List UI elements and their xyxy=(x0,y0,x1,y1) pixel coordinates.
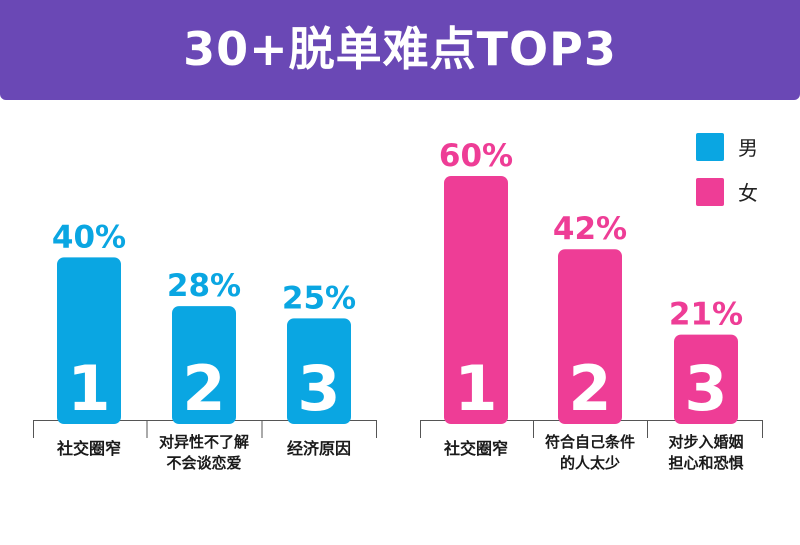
male-value-label-2: 28% xyxy=(167,268,241,304)
legend-label-female: 女 xyxy=(738,181,758,205)
female-value-label-2: 42% xyxy=(553,211,627,247)
female-category-label-3-line-1: 对步入婚姻 xyxy=(668,433,743,451)
female-rank-label-3: 3 xyxy=(684,352,727,425)
female-rank-label-1: 1 xyxy=(454,352,497,425)
male-rank-label-1: 1 xyxy=(67,352,110,425)
male-category-label-1: 社交圈窄 xyxy=(56,439,121,458)
female-bar-1 xyxy=(444,176,508,424)
female-bar-3 xyxy=(674,334,738,424)
male-rank-label-3: 3 xyxy=(297,352,340,425)
legend-swatch-female xyxy=(696,177,724,206)
male-bar-2 xyxy=(172,306,236,424)
male-value-label-3: 25% xyxy=(282,280,356,316)
legend-swatch-male xyxy=(696,132,724,161)
female-category-label-1: 社交圈窄 xyxy=(443,439,508,458)
female-value-label-3: 21% xyxy=(669,297,743,333)
female-category-label-3-line-2: 担心和恐惧 xyxy=(668,454,743,472)
male-category-label-2-line-1: 对异性不了解 xyxy=(159,433,249,451)
male-category-label-2-line-2: 不会谈恋爱 xyxy=(166,454,241,472)
male-bar-3 xyxy=(287,318,351,424)
male-value-label-1: 40% xyxy=(52,219,126,255)
male-bar-1 xyxy=(57,257,121,424)
male-category-label-3: 经济原因 xyxy=(287,439,351,458)
female-category-label-2-line-2: 的人太少 xyxy=(560,454,620,472)
title-banner: 30+脱单难点TOP3 xyxy=(0,0,800,100)
female-rank-label-2: 2 xyxy=(568,352,611,425)
female-value-label-1: 60% xyxy=(439,138,513,174)
legend-item-male: 男 xyxy=(696,132,758,161)
female-bar-2 xyxy=(558,249,622,424)
legend-item-female: 女 xyxy=(696,177,758,206)
legend-label-male: 男 xyxy=(738,136,758,160)
page-title: 30+脱单难点TOP3 xyxy=(183,22,617,76)
male-rank-label-2: 2 xyxy=(182,352,225,425)
female-category-label-2-line-1: 符合自己条件 xyxy=(545,433,635,451)
